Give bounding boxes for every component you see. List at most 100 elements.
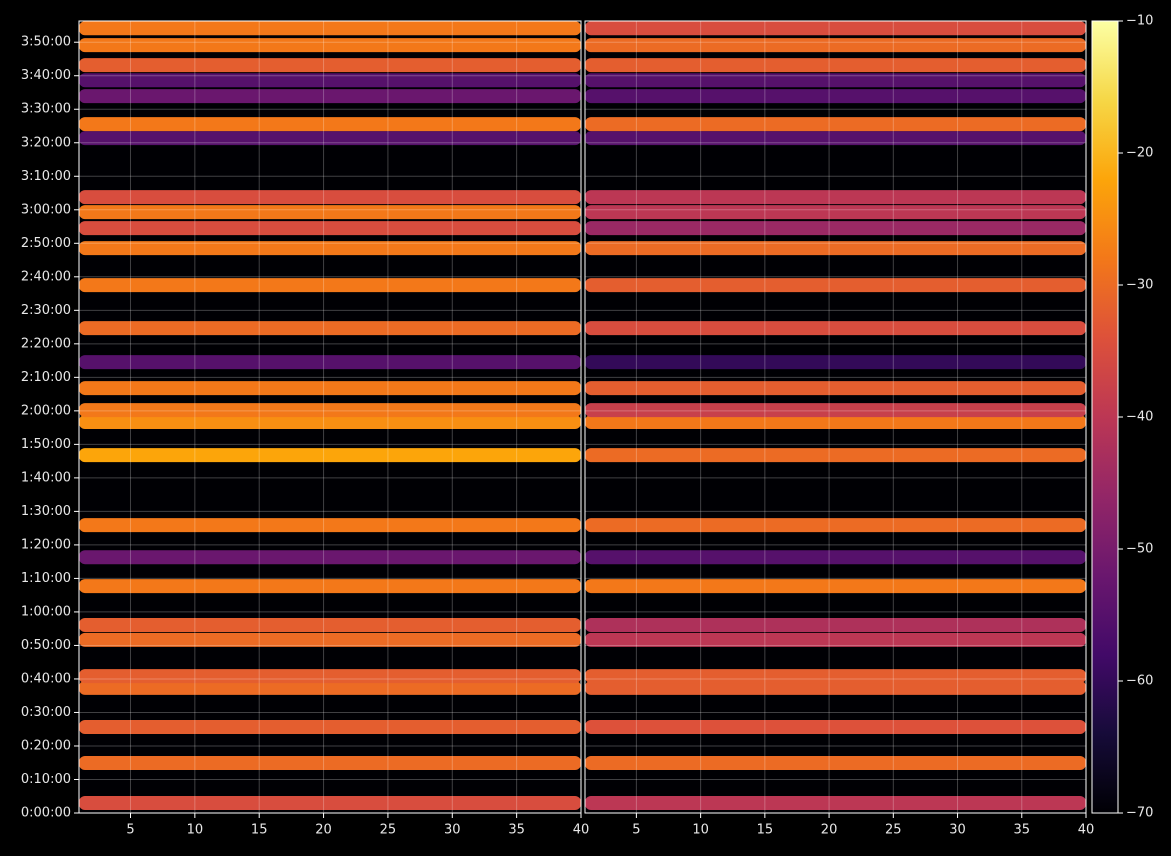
- heat-band: [79, 190, 581, 205]
- heat-band: [79, 58, 581, 73]
- y-tick-label: 2:20:00: [21, 336, 71, 351]
- colorbar-tick-label: −30: [1126, 278, 1153, 293]
- axes-frame: [584, 20, 1087, 814]
- heat-band: [585, 131, 1086, 146]
- heat-band: [585, 38, 1086, 53]
- heat-band: [585, 241, 1086, 256]
- y-tick-label: 2:00:00: [21, 403, 71, 418]
- x-tick-label: 10: [692, 823, 709, 838]
- heat-band: [79, 795, 581, 810]
- x-tick-label: 35: [508, 823, 525, 838]
- colorbar-tick-label: −40: [1126, 410, 1153, 425]
- x-tick-label: 10: [187, 823, 204, 838]
- axes-frame: [78, 20, 582, 814]
- heat-band: [585, 190, 1086, 205]
- colorbar-tick-label: −10: [1126, 14, 1153, 29]
- x-tick-label: 25: [885, 823, 902, 838]
- y-tick-label: 1:30:00: [21, 504, 71, 519]
- heat-band: [79, 618, 581, 633]
- heat-band: [585, 719, 1086, 734]
- heat-band: [585, 680, 1086, 695]
- y-tick-label: 1:40:00: [21, 470, 71, 485]
- heat-band: [79, 38, 581, 53]
- heat-band: [79, 680, 581, 695]
- heat-band: [79, 381, 581, 396]
- heat-band: [79, 632, 581, 647]
- heat-band: [585, 632, 1086, 647]
- heat-band: [79, 241, 581, 256]
- y-tick-label: 1:20:00: [21, 537, 71, 552]
- heat-band: [585, 756, 1086, 771]
- heat-band: [585, 89, 1086, 104]
- colorbar: [1091, 20, 1119, 814]
- x-tick-label: 20: [821, 823, 838, 838]
- heat-band: [585, 278, 1086, 293]
- x-tick-label: 15: [251, 823, 268, 838]
- y-tick-label: 2:40:00: [21, 269, 71, 284]
- colorbar-tick-label: −20: [1126, 146, 1153, 161]
- heat-band: [585, 381, 1086, 396]
- heat-band: [585, 321, 1086, 336]
- y-tick-label: 0:40:00: [21, 671, 71, 686]
- heat-band: [585, 355, 1086, 370]
- heat-band: [79, 756, 581, 771]
- y-tick-label: 3:20:00: [21, 135, 71, 150]
- y-tick-label: 0:20:00: [21, 738, 71, 753]
- heat-band: [79, 719, 581, 734]
- y-tick-label: 3:40:00: [21, 68, 71, 83]
- x-tick-label: 40: [573, 823, 590, 838]
- colorbar-tick-label: −60: [1126, 674, 1153, 689]
- x-tick-label: 5: [126, 823, 134, 838]
- heat-band: [79, 403, 581, 418]
- heat-band: [79, 221, 581, 236]
- heat-band: [79, 131, 581, 146]
- x-tick-label: 30: [444, 823, 461, 838]
- heat-band: [79, 415, 581, 430]
- y-tick-label: 1:10:00: [21, 571, 71, 586]
- heat-band: [585, 21, 1086, 36]
- heat-band: [585, 415, 1086, 430]
- x-tick-label: 30: [949, 823, 966, 838]
- heat-band: [79, 579, 581, 594]
- heat-band: [585, 795, 1086, 810]
- y-tick-label: 1:00:00: [21, 604, 71, 619]
- heat-band: [79, 550, 581, 565]
- heat-band: [79, 355, 581, 370]
- y-tick-label: 0:30:00: [21, 705, 71, 720]
- heat-band: [79, 321, 581, 336]
- heat-band: [79, 205, 581, 220]
- heat-band: [585, 579, 1086, 594]
- heat-band: [585, 550, 1086, 565]
- y-tick-label: 0:50:00: [21, 638, 71, 653]
- y-tick-label: 1:50:00: [21, 437, 71, 452]
- heat-band: [79, 89, 581, 104]
- heat-band: [79, 448, 581, 463]
- x-tick-label: 40: [1078, 823, 1095, 838]
- x-tick-label: 15: [757, 823, 774, 838]
- heat-band: [585, 448, 1086, 463]
- heat-band: [79, 21, 581, 36]
- y-tick-label: 3:00:00: [21, 202, 71, 217]
- x-tick-label: 20: [315, 823, 332, 838]
- y-tick-label: 0:10:00: [21, 772, 71, 787]
- heat-band: [585, 73, 1086, 88]
- heat-band: [585, 58, 1086, 73]
- heat-band: [79, 278, 581, 293]
- heat-band: [585, 117, 1086, 132]
- x-tick-label: 25: [380, 823, 397, 838]
- y-tick-label: 2:50:00: [21, 236, 71, 251]
- heat-band: [79, 669, 581, 684]
- y-tick-label: 3:50:00: [21, 35, 71, 50]
- colorbar-tick-label: −50: [1126, 542, 1153, 557]
- y-tick-label: 2:10:00: [21, 370, 71, 385]
- y-tick-label: 2:30:00: [21, 303, 71, 318]
- heat-band: [79, 518, 581, 533]
- heat-band: [79, 117, 581, 132]
- x-tick-label: 35: [1013, 823, 1030, 838]
- heat-band: [79, 73, 581, 88]
- y-tick-label: 0:00:00: [21, 806, 71, 821]
- heat-band: [585, 221, 1086, 236]
- heat-band: [585, 518, 1086, 533]
